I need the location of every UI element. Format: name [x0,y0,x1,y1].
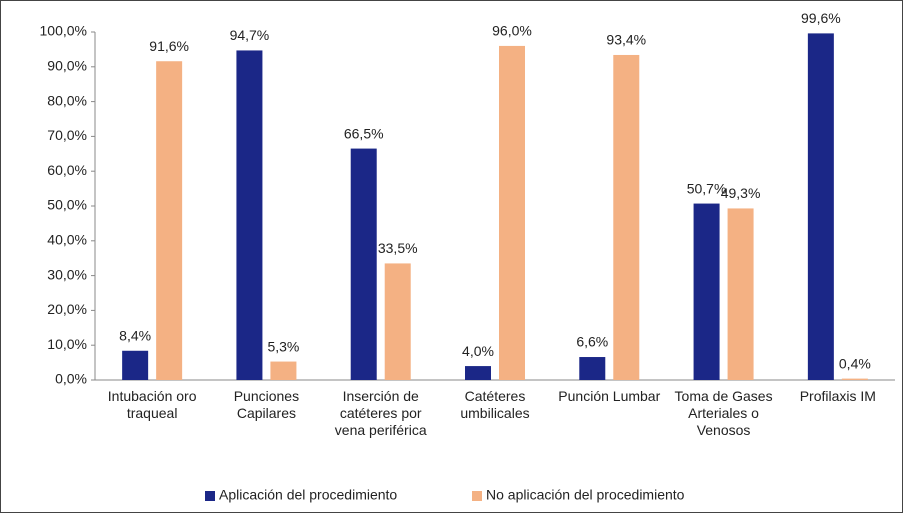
x-tick-label-box: Inserción de catéteres por vena periféri… [334,388,427,438]
y-tick-label: 20,0% [47,301,87,317]
x-tick-label-box: Profilaxis IM [799,388,876,404]
x-tick-label: Intubación oro traqueal [107,388,197,421]
value-label: 93,4% [606,32,646,48]
x-tick-label-box: Toma de Gases Arteriales o Venosos [674,388,773,438]
value-label: 5,3% [267,338,299,354]
value-label: 8,4% [119,327,151,343]
y-tick-label: 70,0% [47,127,87,143]
y-tick-label: 100,0% [40,23,87,39]
bar [841,378,868,380]
x-tick-label: Inserción de catéteres por vena periféri… [334,388,427,438]
bar [613,54,640,381]
x-tick-label: Profilaxis IM [799,388,876,404]
value-label: 50,7% [687,180,727,196]
y-tick-label: 0,0% [55,371,87,387]
value-label: 96,0% [492,23,532,39]
value-label: 91,6% [149,38,189,54]
x-tick-label-box: Punción Lumbar [558,388,661,404]
x-tick-label: Punción Lumbar [558,388,661,404]
y-tick-label: 60,0% [47,162,87,178]
value-label: 6,6% [576,334,608,350]
bar [122,350,149,380]
legend-swatch [205,491,215,501]
x-tick-label: Punciones Capilares [233,388,300,421]
x-tick-label-box: Catéteres umbilicales [460,388,530,421]
bar [350,148,377,380]
bar [727,208,754,380]
y-tick-label: 90,0% [47,58,87,74]
value-label: 66,5% [344,125,384,141]
bar [465,366,491,380]
value-label: 0,4% [839,355,871,371]
x-tick-label-box: Intubación oro traqueal [107,388,197,421]
legend-label: No aplicación del procedimiento [486,487,685,503]
value-label: 4,0% [462,343,494,359]
value-label: 49,3% [721,185,761,201]
bar [807,33,834,380]
bar [499,45,525,381]
y-tick-label: 10,0% [47,336,87,352]
value-label: 94,7% [230,27,270,43]
x-tick-label-box: Punciones Capilares [233,388,300,421]
legend-swatch [472,491,482,501]
bar [384,263,411,380]
y-tick-label: 30,0% [47,266,87,282]
value-label: 33,5% [378,240,418,256]
y-tick-label: 50,0% [47,197,87,213]
value-label: 99,6% [801,10,841,26]
y-tick-label: 40,0% [47,232,87,248]
bar [693,203,720,380]
x-tick-label: Toma de Gases Arteriales o Venosos [674,388,773,438]
x-tick-label: Catéteres umbilicales [460,388,530,421]
bar [579,357,606,380]
bar [236,50,263,380]
y-tick-label: 80,0% [47,92,87,108]
bar [156,61,183,381]
legend-label: Aplicación del procedimiento [219,487,397,503]
bar [270,361,297,380]
